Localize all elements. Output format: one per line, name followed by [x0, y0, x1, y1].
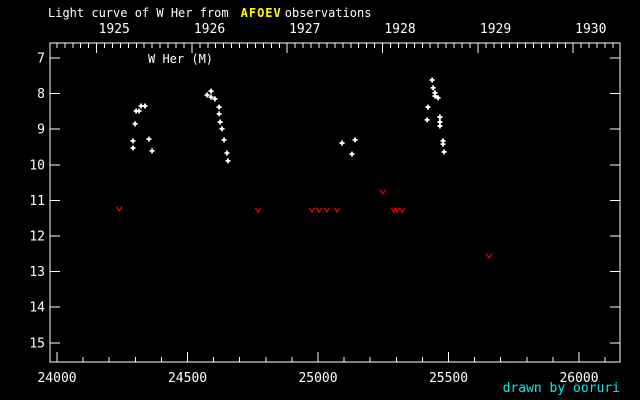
y-tick-label: 15 — [29, 336, 45, 351]
data-point-marker — [339, 140, 345, 146]
x-tick-label: 25000 — [298, 371, 337, 386]
data-point-marker — [437, 123, 443, 129]
year-label: 1930 — [575, 22, 606, 37]
data-point-marker — [146, 136, 152, 142]
x-tick-label: 24000 — [37, 371, 76, 386]
year-label: 1927 — [289, 22, 320, 37]
chart-title: Light curve of W Her from AFOEV observatio… — [48, 6, 371, 20]
y-tick-label: 13 — [29, 265, 45, 280]
data-point-marker — [430, 85, 436, 91]
data-point-marker — [208, 94, 214, 100]
data-point-marker — [352, 137, 358, 143]
x-tick-label: 25500 — [429, 371, 468, 386]
data-point-marker — [208, 88, 214, 94]
data-point-marker — [435, 95, 441, 101]
data-point-marker — [424, 117, 430, 123]
data-point-marker — [149, 148, 155, 154]
data-point-marker — [219, 126, 225, 132]
data-point-marker — [130, 138, 136, 144]
limit-marker — [379, 189, 387, 195]
data-point-marker — [132, 121, 138, 127]
title-highlight: AFOEV — [240, 6, 282, 20]
y-tick-label: 11 — [29, 194, 45, 209]
data-point-marker — [432, 93, 438, 99]
series-label: W Her (M) — [148, 52, 214, 66]
credit-text: drawn by ooruri — [502, 381, 620, 396]
limit-marker — [254, 207, 262, 214]
data-point-marker — [224, 150, 230, 156]
title-prefix: Light curve of W Her from — [48, 6, 229, 20]
axis-frame — [49, 42, 621, 363]
y-tick-label: 7 — [37, 51, 45, 66]
limit-marker — [398, 207, 406, 214]
y-tick-label: 8 — [37, 87, 45, 102]
data-point-marker — [212, 96, 218, 102]
limit-marker — [115, 206, 123, 213]
data-point-marker — [142, 103, 148, 109]
limit-marker — [393, 207, 401, 214]
year-label: 1928 — [384, 22, 415, 37]
year-label: 1925 — [99, 22, 130, 37]
data-point-marker — [221, 137, 227, 143]
x-tick-label: 26000 — [559, 371, 598, 386]
limit-marker — [315, 207, 323, 214]
data-point-marker — [216, 104, 222, 110]
y-tick-label: 9 — [37, 123, 45, 138]
data-point-marker — [441, 149, 447, 155]
data-point-marker — [437, 114, 443, 120]
data-point-marker — [216, 111, 222, 117]
data-point-marker — [217, 119, 223, 125]
data-point-marker — [136, 108, 142, 114]
data-point-marker — [440, 141, 446, 147]
data-point-marker — [130, 145, 136, 151]
x-tick-label: 24500 — [168, 371, 207, 386]
data-point-marker — [425, 104, 431, 110]
data-point-marker — [225, 158, 231, 164]
data-point-marker — [349, 151, 355, 157]
year-label: 1929 — [480, 22, 511, 37]
y-tick-label: 10 — [29, 158, 45, 173]
limit-marker — [333, 207, 341, 214]
data-point-marker — [429, 77, 435, 83]
limit-marker — [308, 207, 316, 214]
y-tick-label: 12 — [29, 229, 45, 244]
data-point-marker — [204, 92, 210, 98]
year-label: 1926 — [194, 22, 225, 37]
y-tick-label: 14 — [29, 301, 45, 316]
title-suffix: observations — [284, 6, 372, 20]
limit-marker — [485, 253, 493, 260]
limit-marker — [323, 207, 331, 214]
